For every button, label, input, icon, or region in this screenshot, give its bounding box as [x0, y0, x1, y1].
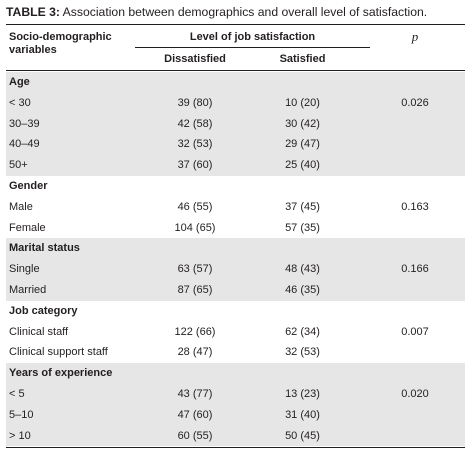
satisfied-cell: 31 (40): [285, 408, 320, 421]
dissatisfied-cell: 28 (47): [177, 346, 213, 359]
group-header-row: Job category: [6, 301, 465, 322]
table-row: 30–39 42 (58) 30 (42): [6, 113, 465, 135]
top-rule: [6, 24, 465, 25]
satisfied-cell: 37 (45): [285, 200, 320, 213]
caption-label: TABLE 3:: [6, 5, 60, 19]
header-satisfied: Satisfied: [279, 53, 326, 65]
dissatisfied-cell: 122 (66): [174, 325, 216, 338]
table-caption: TABLE 3: Association between demographic…: [6, 4, 466, 20]
group-header-row: Marital status: [6, 238, 465, 260]
row-label: 40–49: [9, 138, 40, 151]
group-title: Gender: [9, 180, 48, 192]
table-row: > 10 60 (55) 50 (45): [6, 425, 465, 447]
satisfied-cell: 13 (23): [285, 388, 320, 400]
satisfied-cell: 29 (47): [285, 138, 320, 151]
row-label: 30–39: [9, 117, 40, 130]
dissatisfied-cell: 47 (60): [177, 408, 213, 421]
row-label: < 5: [9, 388, 25, 400]
row-label: Single: [9, 263, 40, 276]
row-label: > 10: [9, 429, 31, 442]
table-row: Single 63 (57) 48 (43) 0.166: [6, 259, 465, 280]
group-header-row: Years of experience: [6, 363, 465, 384]
table-row: < 30 39 (80) 10 (20) 0.026: [6, 92, 465, 114]
dissatisfied-cell: 43 (77): [177, 388, 213, 400]
row-label: Male: [9, 200, 33, 213]
dissatisfied-cell: 63 (57): [177, 263, 213, 276]
p-value-cell: 0.007: [401, 325, 429, 338]
p-value-cell: 0.163: [401, 200, 429, 213]
satisfied-cell: 32 (53): [285, 346, 320, 359]
header-p-value: p: [411, 29, 419, 44]
row-label: < 30: [9, 96, 31, 109]
dissatisfied-cell: 42 (58): [177, 117, 213, 130]
group-title: Age: [9, 76, 30, 88]
row-label: Married: [9, 284, 47, 296]
table-row: < 5 43 (77) 13 (23) 0.020: [6, 384, 465, 405]
p-value-cell: 0.026: [401, 96, 429, 109]
row-label: Clinical staff: [9, 325, 69, 338]
header-variable: Socio-demographic variables: [9, 31, 112, 56]
group-title: Marital status: [9, 242, 80, 255]
row-label: 5–10: [9, 408, 34, 421]
dissatisfied-cell: 60 (55): [177, 429, 213, 442]
group-title: Years of experience: [9, 367, 113, 380]
satisfied-cell: 57 (35): [285, 221, 320, 234]
dissatisfied-cell: 39 (80): [177, 96, 213, 109]
header-subrule: [135, 47, 370, 48]
dissatisfied-cell: 32 (53): [177, 138, 213, 151]
group-header-row: Age: [6, 72, 465, 93]
dissatisfied-cell: 104 (65): [174, 221, 216, 234]
header-level: Level of job satisfaction: [189, 31, 316, 43]
header-rule: [6, 70, 465, 71]
group-title: Job category: [9, 304, 78, 317]
row-label: Female: [9, 221, 46, 234]
header-dissatisfied: Dissatisfied: [164, 53, 226, 65]
dissatisfied-cell: 37 (60): [177, 159, 213, 172]
satisfied-cell: 62 (34): [285, 325, 320, 338]
table-row: Married 87 (65) 46 (35): [6, 280, 465, 301]
row-label: 50+: [9, 159, 28, 172]
dissatisfied-cell: 87 (65): [177, 284, 213, 296]
table-row: Female 104 (65) 57 (35): [6, 218, 465, 239]
satisfied-cell: 46 (35): [285, 284, 320, 296]
group-header-row: Gender: [6, 176, 465, 197]
satisfied-cell: 30 (42): [285, 117, 320, 130]
table-row: 5–10 47 (60) 31 (40): [6, 404, 465, 426]
p-value-cell: 0.020: [401, 388, 429, 400]
table-row: 50+ 37 (60) 25 (40): [6, 155, 465, 176]
p-value-cell: 0.166: [401, 263, 429, 276]
table-row: Clinical support staff 28 (47) 32 (53): [6, 342, 465, 363]
table-row: 40–49 32 (53) 29 (47): [6, 134, 465, 156]
row-label: Clinical support staff: [9, 346, 108, 359]
satisfied-cell: 25 (40): [285, 159, 320, 172]
table-row: Clinical staff 122 (66) 62 (34) 0.007: [6, 322, 465, 343]
satisfied-cell: 48 (43): [285, 263, 320, 276]
bottom-rule: [6, 447, 465, 448]
dissatisfied-cell: 46 (55): [177, 200, 213, 213]
table-row: Male 46 (55) 37 (45) 0.163: [6, 197, 465, 218]
satisfied-cell: 50 (45): [285, 429, 320, 442]
caption-text: Association between demographics and ove…: [59, 5, 428, 19]
satisfied-cell: 10 (20): [285, 96, 320, 109]
